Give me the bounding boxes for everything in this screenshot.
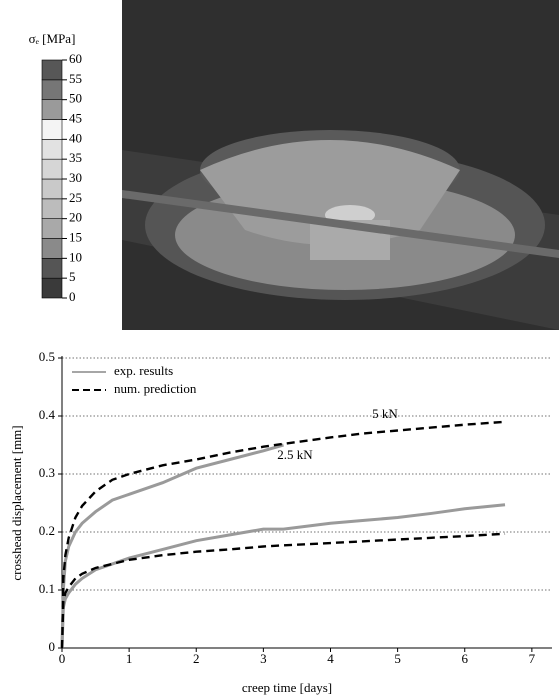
color-band [41, 238, 63, 259]
tick-label: 0 [69, 289, 76, 304]
x-axis-label: creep time [days] [242, 680, 332, 695]
tick-label: 5 [69, 269, 76, 284]
color-band [41, 99, 63, 120]
color-band [41, 119, 63, 140]
x-tick-label: 2 [193, 651, 200, 666]
color-band [41, 139, 63, 160]
color-band [41, 258, 63, 279]
x-tick-label: 3 [260, 651, 267, 666]
tick-label: 40 [69, 130, 82, 145]
tick-label: 25 [69, 190, 82, 205]
series-line [60, 420, 506, 649]
tick-label: 10 [69, 249, 82, 264]
fe-rendering [122, 0, 559, 330]
x-tick-label: 7 [529, 651, 536, 666]
tick-label: 20 [69, 210, 82, 225]
color-band [41, 198, 63, 219]
y-tick-label: 0.3 [39, 465, 55, 480]
color-band [41, 218, 63, 239]
x-tick-label: 0 [59, 651, 66, 666]
legend-label: exp. results [114, 363, 173, 378]
y-tick-label: 0.2 [39, 523, 55, 538]
color-band [41, 158, 63, 180]
series-line [60, 443, 284, 649]
series-line [60, 503, 506, 649]
color-band [41, 178, 63, 200]
color-band [41, 277, 63, 299]
tick-label: 45 [69, 110, 82, 125]
y-tick-label: 0.5 [39, 349, 55, 364]
tick-label: 60 [69, 51, 82, 66]
annotation: 2.5 kN [277, 447, 313, 462]
y-tick-label: 0.4 [39, 407, 56, 422]
y-tick-label: 0.1 [39, 581, 55, 596]
y-axis-label: crosshead displacement [mm] [9, 425, 24, 580]
tick-label: 50 [69, 91, 82, 106]
color-band [41, 59, 63, 81]
x-tick-label: 5 [394, 651, 401, 666]
x-tick-label: 6 [461, 651, 468, 666]
legend-label: num. prediction [114, 381, 197, 396]
tick-label: 35 [69, 150, 82, 165]
tick-label: 30 [69, 170, 82, 185]
x-tick-label: 1 [126, 651, 133, 666]
annotation: 5 kN [372, 406, 398, 421]
color-band [41, 79, 63, 100]
tick-label: 15 [69, 229, 82, 244]
y-tick-label: 0 [49, 639, 56, 654]
x-tick-label: 4 [327, 651, 334, 666]
colorbar-title: σₑ [MPa] [29, 31, 76, 46]
tick-label: 55 [69, 71, 82, 86]
series-line [60, 532, 506, 649]
